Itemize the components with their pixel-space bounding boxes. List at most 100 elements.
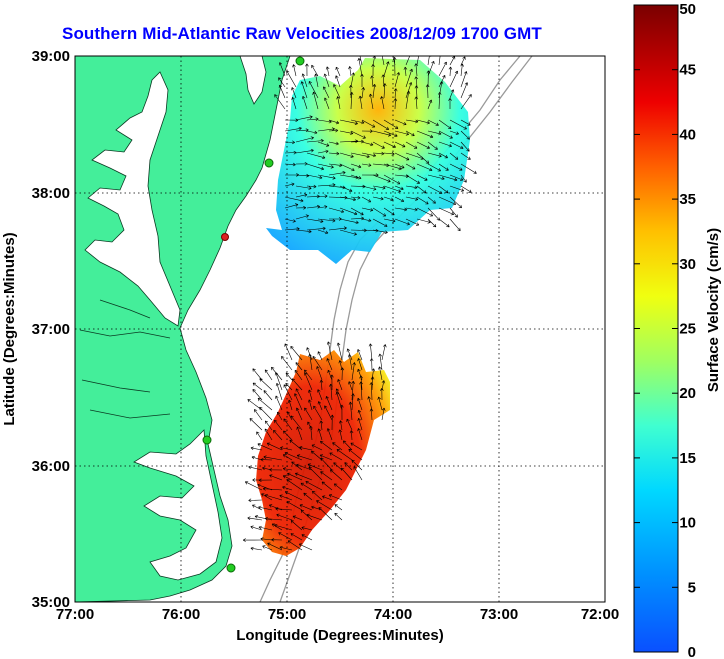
velocity-vector bbox=[327, 369, 333, 381]
velocity-vector bbox=[271, 523, 283, 531]
velocity-vector bbox=[361, 218, 372, 223]
velocity-vector bbox=[278, 532, 293, 541]
velocity-vector bbox=[350, 163, 362, 169]
velocity-vector bbox=[284, 196, 304, 203]
velocity-vector bbox=[294, 369, 303, 381]
velocity-vector bbox=[330, 374, 334, 391]
velocity-vector bbox=[350, 195, 361, 200]
y-tick-label: 37:00 bbox=[32, 321, 70, 338]
velocity-vector bbox=[348, 381, 353, 391]
velocity-vector bbox=[350, 174, 362, 180]
velocity-vector bbox=[317, 141, 330, 147]
velocity-vector bbox=[416, 152, 430, 164]
velocity-vector bbox=[249, 418, 263, 431]
velocity-vector bbox=[283, 384, 293, 401]
x-tick-label: 75:00 bbox=[268, 606, 306, 623]
station-marker bbox=[202, 435, 212, 445]
velocity-vector bbox=[276, 513, 293, 521]
velocity-vector bbox=[247, 516, 263, 521]
velocity-vector bbox=[371, 368, 376, 381]
velocity-vector bbox=[328, 151, 340, 156]
velocity-vector bbox=[252, 382, 263, 391]
velocity-vector bbox=[372, 141, 385, 149]
velocity-vector bbox=[381, 380, 386, 391]
velocity-vector bbox=[416, 141, 430, 149]
velocity-vector bbox=[372, 119, 390, 130]
velocity-vector bbox=[295, 148, 314, 154]
velocity-vector bbox=[338, 429, 343, 441]
velocity-vector bbox=[381, 407, 386, 421]
velocity-vector bbox=[361, 152, 377, 158]
velocity-vector bbox=[308, 399, 313, 411]
station-marker-alt bbox=[221, 233, 229, 241]
velocity-vector bbox=[438, 75, 446, 88]
velocity-vector bbox=[298, 543, 313, 551]
velocity-vector bbox=[449, 141, 464, 149]
velocity-vector bbox=[306, 152, 326, 159]
velocity-vector bbox=[368, 343, 373, 361]
velocity-vector bbox=[248, 498, 263, 503]
velocity-vector bbox=[275, 382, 283, 401]
velocity-vector bbox=[357, 397, 363, 411]
velocity-vector bbox=[306, 218, 324, 223]
velocity-vector bbox=[266, 442, 283, 451]
velocity-vector bbox=[369, 408, 374, 421]
velocity-vector bbox=[317, 229, 329, 235]
colorbar-tick-label: 35 bbox=[679, 191, 696, 208]
velocity-vector bbox=[313, 405, 323, 421]
velocity-vector bbox=[372, 196, 384, 201]
velocity-vector bbox=[252, 389, 263, 401]
x-axis-label: Longitude (Degrees:Minutes) bbox=[236, 627, 444, 644]
velocity-vector bbox=[460, 119, 471, 126]
velocity-vector bbox=[274, 372, 283, 391]
velocity-vector bbox=[360, 73, 364, 87]
station-marker bbox=[264, 158, 274, 168]
velocity-vector bbox=[460, 56, 466, 66]
velocity-vector bbox=[259, 378, 273, 391]
velocity-vector bbox=[311, 64, 319, 77]
velocity-vector bbox=[278, 77, 286, 88]
velocity-vector bbox=[339, 185, 353, 192]
velocity-vector bbox=[351, 362, 356, 381]
velocity-vector bbox=[284, 126, 302, 132]
velocity-vector bbox=[295, 206, 307, 210]
velocity-vector bbox=[350, 72, 355, 88]
velocity-vector bbox=[321, 481, 333, 491]
velocity-vector bbox=[319, 379, 324, 391]
velocity-vector bbox=[292, 515, 303, 521]
velocity-vector bbox=[294, 393, 303, 411]
velocity-vector bbox=[282, 475, 293, 481]
map-title: Southern Mid-Atlantic Raw Velocities 200… bbox=[62, 24, 542, 43]
velocity-vector bbox=[339, 420, 343, 431]
velocity-vector bbox=[295, 185, 312, 190]
velocity-vector bbox=[317, 218, 336, 223]
velocity-vector bbox=[449, 70, 459, 88]
velocity-vector bbox=[339, 218, 359, 225]
velocity-vector bbox=[348, 448, 363, 461]
velocity-vector bbox=[405, 174, 420, 184]
velocity-vector bbox=[244, 481, 263, 491]
velocity-vector bbox=[383, 174, 401, 185]
grid-lines bbox=[75, 56, 605, 602]
x-axis-ticks: 77:00 76:00 75:00 74:00 73:00 72:00 bbox=[56, 606, 619, 623]
velocity-vector bbox=[316, 366, 323, 381]
velocity-vector bbox=[329, 383, 333, 401]
velocity-vector bbox=[295, 115, 313, 121]
velocity-vector bbox=[427, 196, 436, 204]
velocity-vector bbox=[326, 358, 333, 371]
velocity-vector bbox=[405, 90, 411, 110]
velocity-vector bbox=[427, 119, 439, 126]
velocity-vector bbox=[448, 66, 453, 77]
colorbar bbox=[633, 4, 679, 653]
x-tick-label: 74:00 bbox=[374, 606, 412, 623]
velocity-vector bbox=[449, 56, 456, 66]
velocity-vector bbox=[339, 130, 354, 135]
velocity-vector bbox=[427, 99, 433, 110]
velocity-vector bbox=[319, 454, 333, 461]
velocity-vector bbox=[274, 523, 293, 531]
velocity-vector bbox=[269, 474, 283, 481]
velocity-vector bbox=[317, 149, 329, 154]
velocity-vector bbox=[284, 491, 303, 501]
velocity-vector bbox=[405, 196, 419, 201]
